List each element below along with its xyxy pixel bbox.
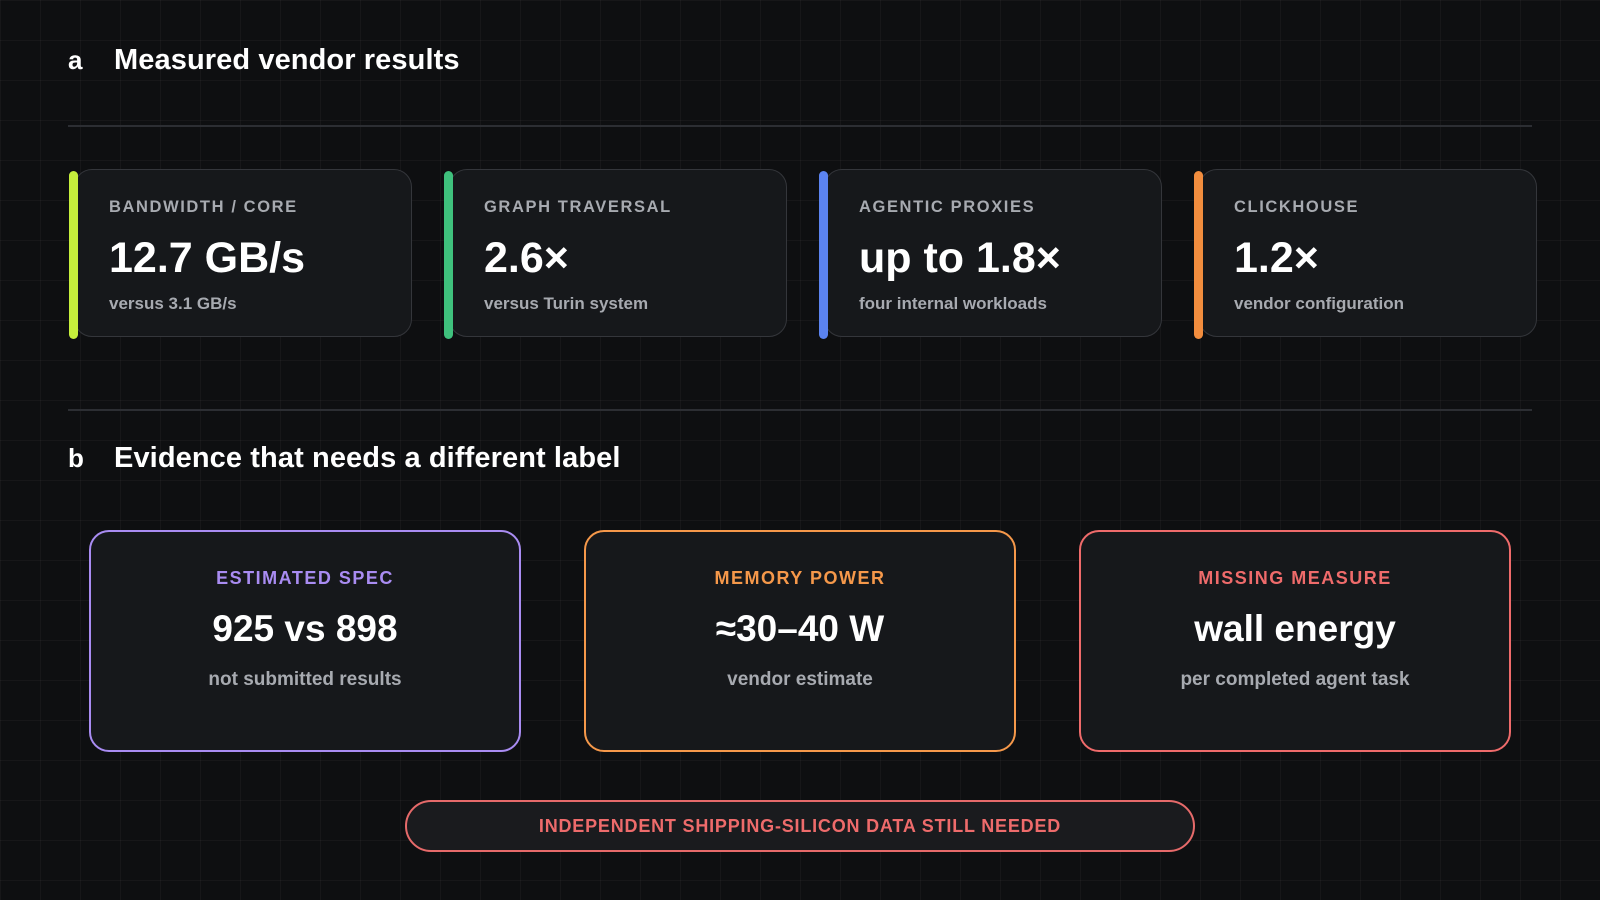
evidence-value: wall energy xyxy=(1194,608,1396,649)
section-b-letter: b xyxy=(68,443,84,473)
evidence-label: MEMORY POWER xyxy=(714,568,886,588)
metric-label: GRAPH TRAVERSAL xyxy=(484,198,672,216)
metric-accent-bar xyxy=(69,171,78,339)
metric-label: BANDWIDTH / CORE xyxy=(109,198,298,216)
metric-subtext: versus 3.1 GB/s xyxy=(109,294,237,313)
evidence-subtext: not submitted results xyxy=(208,669,402,690)
evidence-label: ESTIMATED SPEC xyxy=(216,568,394,588)
evidence-card-estimated-spec: ESTIMATED SPEC 925 vs 898 not submitted … xyxy=(89,530,521,752)
metric-accent-bar xyxy=(819,171,828,339)
evidence-value: ≈30–40 W xyxy=(715,608,885,649)
metric-value: 2.6× xyxy=(484,234,569,282)
metric-accent-bar xyxy=(1194,171,1203,339)
metric-subtext: four internal workloads xyxy=(859,294,1047,313)
section-a-title: Measured vendor results xyxy=(114,44,460,76)
evidence-subtext: vendor estimate xyxy=(727,669,873,690)
section-b-title: Evidence that needs a different label xyxy=(114,442,621,474)
section-divider-top xyxy=(68,125,1532,127)
evidence-card-memory-power: MEMORY POWER ≈30–40 W vendor estimate xyxy=(584,530,1016,752)
section-a-letter: a xyxy=(68,45,83,75)
metric-subtext: vendor configuration xyxy=(1234,294,1404,313)
metric-subtext: versus Turin system xyxy=(484,294,649,313)
metric-value: 12.7 GB/s xyxy=(109,234,305,282)
section-divider-middle xyxy=(68,409,1532,411)
evidence-label: MISSING MEASURE xyxy=(1198,568,1392,588)
metric-label: AGENTIC PROXIES xyxy=(859,198,1036,216)
evidence-subtext: per completed agent task xyxy=(1180,669,1410,690)
metric-card-graph-traversal: GRAPH TRAVERSAL 2.6× versus Turin system xyxy=(444,169,787,339)
section-b-header: b Evidence that needs a different label xyxy=(68,442,621,475)
evidence-card-missing-measure: MISSING MEASURE wall energy per complete… xyxy=(1079,530,1511,752)
metric-card-bandwidth: BANDWIDTH / CORE 12.7 GB/s versus 3.1 GB… xyxy=(69,169,412,339)
metric-card-agentic-proxies: AGENTIC PROXIES up to 1.8× four internal… xyxy=(819,169,1162,339)
metric-accent-bar xyxy=(444,171,453,339)
evidence-value: 925 vs 898 xyxy=(212,608,398,649)
section-a-header: a Measured vendor results xyxy=(68,44,460,77)
metric-label: CLICKHOUSE xyxy=(1234,198,1360,216)
metric-value: 1.2× xyxy=(1234,234,1319,282)
metrics-row: BANDWIDTH / CORE 12.7 GB/s versus 3.1 GB… xyxy=(68,169,1537,339)
metric-value: up to 1.8× xyxy=(859,234,1061,282)
data-needed-banner: INDEPENDENT SHIPPING-SILICON DATA STILL … xyxy=(405,800,1195,852)
metric-card-clickhouse: CLICKHOUSE 1.2× vendor configuration xyxy=(1194,169,1537,339)
